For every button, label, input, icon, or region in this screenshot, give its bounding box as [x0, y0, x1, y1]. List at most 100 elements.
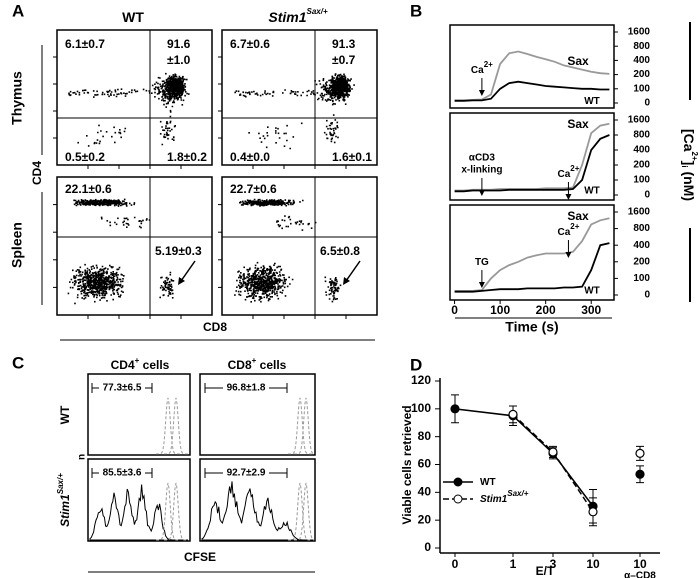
x-tick-label: 10	[633, 557, 647, 571]
panel-letter: C	[12, 353, 24, 372]
gate-label: 77.3±6.5	[103, 383, 142, 394]
arrow-head	[478, 282, 485, 288]
plot-frame	[87, 373, 191, 456]
series-segment	[552, 451, 594, 513]
quadrant-value: ±0.7	[332, 53, 356, 67]
y-tick-label: 100	[633, 83, 650, 94]
plot-frame	[199, 373, 316, 456]
arrow-head	[478, 190, 485, 196]
column-header-sup: +	[252, 356, 257, 365]
row-label-sup: Sax/+	[56, 473, 65, 494]
control-histogram	[288, 482, 312, 541]
annotation: TG	[475, 257, 489, 268]
axis-label-sup: 2+	[690, 152, 699, 161]
series-label: WT	[584, 286, 600, 297]
histogram	[201, 481, 313, 541]
arrow-head	[178, 277, 185, 285]
quadrant-value: 0.5±0.2	[65, 150, 105, 164]
y-tick-label: 200	[633, 69, 650, 80]
y-tick-label: 100	[411, 401, 431, 415]
column-header-text: CD4	[111, 358, 135, 372]
axis-label: CFSE	[184, 550, 216, 564]
y-tick-label: 100	[633, 175, 650, 186]
quadrant-value: 22.1±0.6	[65, 182, 112, 196]
column-header: WT	[122, 9, 144, 25]
quadrant-value: 0.4±0.0	[230, 150, 270, 164]
gate-label-bg	[99, 382, 145, 394]
y-tick-label: 1600	[628, 115, 651, 126]
row-label: Stim1Sax/+	[56, 473, 72, 527]
y-tick-label: 800	[633, 223, 650, 234]
y-tick-label: 0	[644, 190, 650, 201]
marker	[508, 409, 518, 419]
y-tick-label: 1600	[628, 207, 651, 218]
column-header: CD4+ cells	[111, 356, 170, 372]
plot-frame	[199, 458, 316, 542]
axis-label: [Ca2+]i (nM)	[680, 129, 699, 201]
plot-frame	[87, 458, 191, 542]
legend-marker	[453, 477, 463, 487]
axis-label: E/T	[536, 564, 555, 578]
row-label-text: WT	[58, 405, 72, 424]
legend-sup: Sax/+	[507, 489, 528, 498]
plot-frame	[56, 176, 213, 316]
x-tick-label: 0	[452, 557, 459, 571]
y-tick-label: 800	[633, 41, 650, 52]
series-label: Sax	[567, 209, 589, 223]
control-histogram	[164, 397, 188, 455]
axis-label: Time (s)	[505, 319, 558, 335]
quadrant-value: 6.7±0.6	[230, 37, 270, 51]
row-label: WT	[58, 405, 72, 424]
x-tick-label: 1	[510, 557, 517, 571]
column-header-text: cells	[139, 358, 169, 372]
event-dots	[68, 72, 190, 147]
series-label: WT	[584, 96, 600, 107]
axis-label: CD4	[30, 161, 44, 185]
arrow-head	[343, 277, 350, 285]
marker	[635, 448, 645, 458]
series-label: Sax	[567, 54, 589, 68]
annotation: Ca2+	[557, 222, 579, 238]
panel-letter: D	[410, 355, 422, 374]
gate-label-bg	[99, 467, 145, 479]
x-tick-label: 200	[536, 303, 556, 317]
histogram	[89, 484, 188, 541]
axis-label-sub: i	[680, 165, 689, 167]
axis-label: CD8	[203, 320, 227, 334]
row-label-text: Stim1	[58, 494, 72, 527]
annotation-text: Ca	[557, 227, 570, 238]
event-dots	[234, 73, 355, 150]
column-header: CD8+ cells	[228, 356, 287, 372]
annotation-sup: 2+	[570, 222, 579, 231]
y-tick-label: 80	[418, 429, 432, 443]
legend-label: Stim1Sax/+	[480, 489, 529, 505]
control-histogram	[156, 397, 180, 455]
annotation-sup: 2+	[484, 60, 493, 69]
series-label: WT	[584, 186, 600, 197]
x-tick-label: 300	[581, 303, 601, 317]
axis-label: n	[77, 454, 88, 460]
y-tick-label: 120	[411, 373, 431, 387]
control-histogram	[294, 482, 315, 541]
series-segment	[512, 413, 554, 453]
column-header-text: Stim1	[268, 9, 306, 25]
series-segment	[454, 408, 514, 417]
x-tick-label: 0	[451, 303, 458, 317]
y-tick-label: 400	[633, 145, 650, 156]
arrow-head	[565, 194, 572, 200]
series-segment	[512, 415, 554, 454]
gate-label-bg	[223, 467, 269, 479]
quadrant-value: 91.6	[167, 37, 191, 51]
annotation: x-linking	[461, 165, 502, 176]
plot-frame	[449, 112, 615, 201]
marker	[588, 507, 598, 517]
legend-label: WT	[480, 477, 496, 488]
axis-label-part: ]	[681, 161, 697, 166]
plot-frame	[221, 29, 378, 166]
gate-label-bg	[223, 382, 269, 394]
y-tick-label: 1600	[628, 27, 651, 38]
quadrant-value: 22.7±0.6	[230, 182, 277, 196]
y-tick-label: 400	[633, 55, 650, 66]
arrow	[345, 260, 361, 282]
